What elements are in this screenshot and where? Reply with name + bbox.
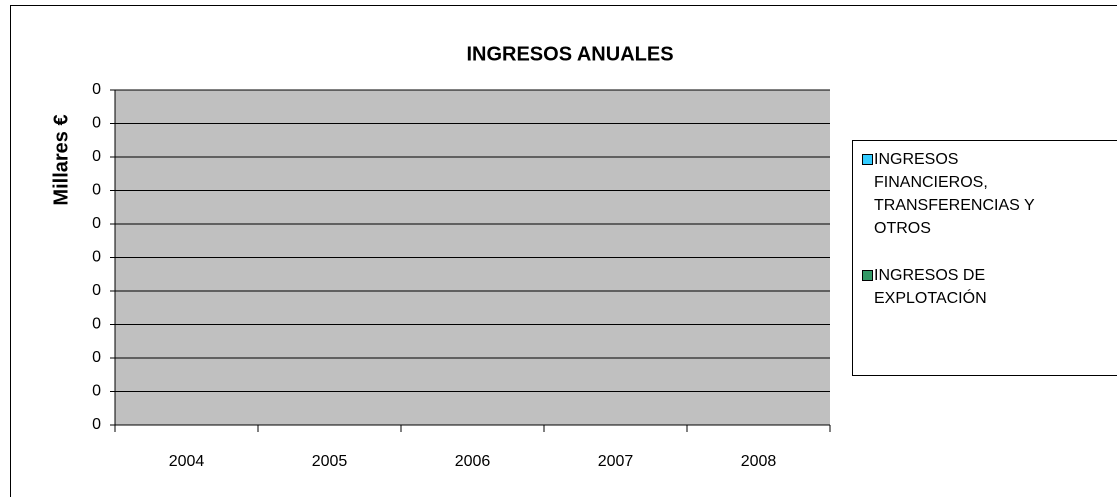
y-tick-label: 0 <box>92 349 101 366</box>
x-tick-label: 2008 <box>741 453 777 470</box>
y-tick-label: 0 <box>92 182 101 199</box>
legend-entry: INGRESOS DE EXPLOTACIÓN <box>874 267 987 307</box>
y-axis-label: Millares € <box>50 114 72 205</box>
y-tick-label: 0 <box>92 282 101 299</box>
y-tick-label: 0 <box>92 215 101 232</box>
y-tick-label: 0 <box>92 115 101 132</box>
legend-label: INGRESOS DE EXPLOTACIÓN <box>874 267 987 307</box>
chart-title: INGRESOS ANUALES <box>466 43 673 65</box>
legend-box <box>852 140 1117 376</box>
x-tick-label: 2006 <box>455 453 491 470</box>
y-tick-label: 0 <box>92 81 101 98</box>
y-tick-label: 0 <box>92 249 101 266</box>
x-tick-label: 2005 <box>312 453 348 470</box>
y-tick-label: 0 <box>92 383 101 400</box>
x-tick-label: 2007 <box>598 453 634 470</box>
legend-swatch <box>862 154 873 165</box>
legend-entry: INGRESOS FINANCIEROS, TRANSFERENCIAS Y O… <box>874 151 1035 237</box>
y-tick-label: 0 <box>92 316 101 333</box>
legend-swatch <box>862 270 873 281</box>
x-tick-label: 2004 <box>169 453 205 470</box>
y-tick-label: 0 <box>92 416 101 433</box>
y-tick-label: 0 <box>92 148 101 165</box>
legend-label: INGRESOS FINANCIEROS, TRANSFERENCIAS Y O… <box>874 151 1035 237</box>
